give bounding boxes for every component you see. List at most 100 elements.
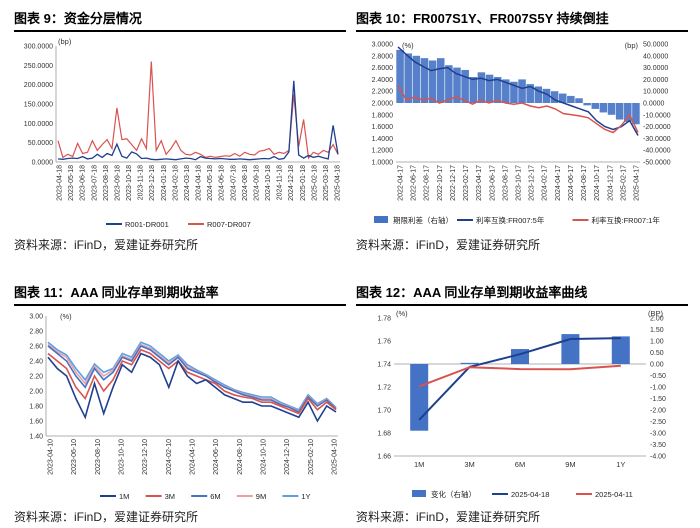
y-right-tick-label: -0.50 [650,373,666,380]
spread-bar [436,58,445,103]
x-tick-label: 2023-08-17 [502,165,509,201]
left-unit-label: (%) [402,41,414,50]
title-rule [356,30,688,32]
x-tick-label: 2024-02-17 [542,165,549,201]
legend-label: 利率互换:FR007:1年 [592,215,661,225]
series-line-3M [47,348,337,415]
spread-bar [518,79,526,103]
chart-panel-aaa-ncd-curve: 图表 12：AAA 同业存单到期收益率曲线 (%) (BP) 1.78 1.76 1.7… [356,282,688,524]
y-tick-label: 2.80 [29,329,43,336]
series-line-6M [47,345,337,414]
y-unit-label: (bp) [58,37,72,46]
y-right-tick-label: 0.0000 [643,101,665,108]
y-left-tick-label: 2.0000 [372,101,394,108]
x-tick-label: 2024-05-18 [207,165,214,201]
legend-swatch [412,490,426,497]
x-tick-label: 2025-02-18 [311,165,318,201]
spread-bar [502,79,510,103]
y-right-tick-label: 1.00 [650,339,664,346]
x-tick-label: 2023-05-18 [68,165,75,201]
right-unit-label: (bp) [625,41,639,50]
x-tick-label: 2022-10-17 [437,165,444,201]
chart-title: 图表 11：AAA 同业存单到期收益率 [14,285,219,300]
legend-label: 期限利差（右轴） [393,215,453,225]
x-tick-label: 2024-10-10 [261,439,268,475]
chart-panel-aaa-ncd-yield: 图表 11：AAA 同业存单到期收益率 (%) 3.00 2.80 2.60 2.40 2… [14,282,346,524]
y-left-tick-label: 2.2000 [372,89,394,96]
y-right-tick-label: -30.0000 [643,136,671,143]
x-tick-label: 2023-12-17 [529,165,536,201]
y-right-tick-label: -20.0000 [643,124,671,131]
spread-bar [542,88,551,103]
y-left-tick-label: 1.78 [377,316,391,323]
x-tick-label: 2022-06-17 [411,165,418,201]
x-tick-label: 2023-04-17 [476,165,483,201]
y-right-tick-label: 2.00 [650,316,664,323]
y-tick-label: 2.40 [29,359,43,366]
source-note: 资料来源：iFinD，爱建证券研究所 [356,238,541,252]
y-tick-label: 100.0000 [24,121,53,128]
series-line-利率互换:FR007:1年 [397,84,639,134]
y-right-tick-label: 0.00 [650,362,664,369]
x-tick-label: 2025-02-17 [620,165,627,201]
y-right-tick-label: -4.00 [650,454,666,461]
x-tick-label: 1M [414,460,424,469]
series-line-利率互换:FR007:5年 [397,46,639,136]
x-tick-label: 2023-06-18 [80,165,87,201]
spread-bar [428,60,437,103]
x-tick-label: 3M [464,460,474,469]
spread-bar [526,84,534,103]
x-tick-label: 2024-11-18 [277,165,284,200]
y-left-tick-label: 1.66 [377,454,391,461]
title-rule [14,30,346,32]
legend-label: 利率互换:FR007:5年 [476,215,545,225]
spread-bar [453,67,461,103]
x-tick-label: 2025-04-17 [634,165,641,201]
x-tick-label: 2025-04-10 [332,439,339,475]
x-tick-label: 2022-04-17 [398,165,405,201]
y-tick-label: 2.00 [29,389,43,396]
x-tick-label: 2023-06-10 [71,439,78,475]
y-right-tick-label: -50.0000 [643,160,671,167]
spread-bar [396,49,404,103]
spread-bar [469,77,478,103]
legend-label: 1M [119,492,129,501]
series-line-2025-04-11 [418,364,621,388]
y-tick-label: 2.20 [29,374,43,381]
x-tick-label: 2023-02-17 [463,165,470,201]
y-right-tick-label: -3.50 [650,442,666,449]
y-tick-label: 2.60 [29,344,43,351]
legend-label: 2025-04-11 [595,490,633,499]
spread-bar [445,65,453,103]
x-tick-label: 2023-10-10 [119,439,126,475]
y-left-tick-label: 1.70 [377,408,391,415]
x-tick-label: 2023-07-18 [91,165,98,201]
x-tick-label: 2024-09-18 [253,165,260,201]
y-left-tick-label: 3.0000 [372,42,394,49]
y-tick-label: 300.0000 [24,44,53,51]
spread-bar [558,93,567,103]
y-right-tick-label: 10.0000 [643,89,668,96]
change-bar [460,362,479,364]
x-tick-label: 2024-08-17 [581,165,588,201]
x-tick-label: 2023-12-18 [149,165,156,201]
y-tick-label: 1.80 [29,404,43,411]
x-tick-label: 2024-04-17 [555,165,562,201]
spread-bar [567,95,575,103]
spread-bar [404,53,412,103]
legend-label: 9M [256,492,266,501]
x-tick-label: 2024-02-18 [172,165,179,201]
chart-panel-fund-layering: 图表 9：资金分层情况 (bp) 300.0000 250.0000 200.0000… [14,8,346,256]
x-tick-label: 2024-07-18 [230,165,237,201]
y-left-tick-label: 1.6000 [372,124,394,131]
spread-bar [485,74,494,103]
x-tick-label: 2024-08-18 [242,165,249,201]
y-left-tick-label: 2.6000 [372,65,394,72]
spread-bar [583,103,591,106]
x-tick-label: 2023-10-17 [516,165,523,201]
x-tick-label: 2025-04-18 [335,165,342,201]
title-rule [14,304,346,306]
x-tick-label: 2024-04-18 [196,165,203,201]
y-left-tick-label: 1.8000 [372,112,394,119]
source-note: 资料来源：iFinD，爱建证券研究所 [356,510,541,524]
